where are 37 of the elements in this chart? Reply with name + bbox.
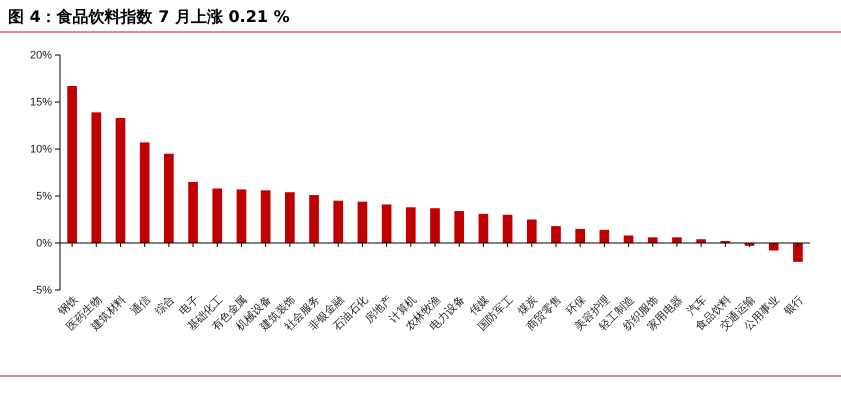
bar xyxy=(140,142,150,243)
bar xyxy=(454,211,464,243)
x-tick-label: 银行 xyxy=(780,292,806,318)
bar xyxy=(672,237,682,243)
bar xyxy=(624,235,634,243)
bar xyxy=(236,189,246,243)
bar xyxy=(696,239,706,243)
y-tick-label: 20% xyxy=(30,50,52,62)
y-tick-label: 10% xyxy=(30,144,52,156)
chart-title: 图 4：食品饮料指数 7 月上涨 0.21 % xyxy=(8,7,290,26)
bar xyxy=(309,195,319,243)
y-tick-label: -5% xyxy=(32,284,52,297)
bar xyxy=(260,190,270,243)
bar xyxy=(212,188,222,243)
bar xyxy=(551,226,561,243)
bar xyxy=(430,208,440,243)
bar xyxy=(285,192,295,243)
y-tick-label: 15% xyxy=(30,96,52,109)
bar xyxy=(382,204,392,243)
bar xyxy=(793,243,803,262)
bar xyxy=(526,220,537,243)
y-tick-label: 0% xyxy=(36,238,52,250)
bar xyxy=(406,207,416,243)
bar xyxy=(502,214,512,243)
x-tick-label: 综合 xyxy=(152,292,177,318)
bar xyxy=(91,112,102,243)
bar xyxy=(600,230,610,243)
bar xyxy=(67,86,77,243)
bar xyxy=(358,202,368,243)
x-tick-label: 通信 xyxy=(128,292,153,318)
bar xyxy=(333,200,344,243)
y-tick-label: 5% xyxy=(36,190,52,203)
bar xyxy=(575,228,585,243)
bar xyxy=(478,214,488,243)
bar xyxy=(116,118,126,243)
bar xyxy=(164,154,174,243)
bar xyxy=(188,182,198,243)
